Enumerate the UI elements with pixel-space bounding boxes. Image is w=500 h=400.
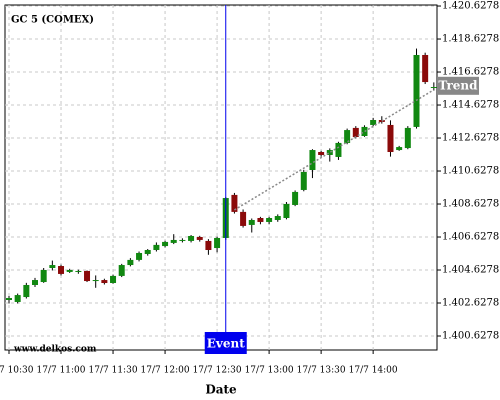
candle-body	[352, 127, 359, 137]
candle-body	[23, 284, 30, 298]
candle-body	[387, 124, 394, 153]
candle-body	[127, 259, 134, 266]
candle-body	[84, 270, 91, 282]
candle-body	[231, 194, 238, 212]
candle-body	[170, 239, 177, 243]
candle-body	[118, 265, 125, 276]
y-tick-label: 1.414.6278	[442, 100, 499, 111]
candle-body	[370, 120, 377, 125]
candle-body	[240, 211, 247, 226]
event-box	[204, 332, 247, 354]
y-tick-label: 1.400.6278	[442, 331, 499, 342]
candle-body	[179, 239, 186, 241]
candle-body	[422, 54, 429, 83]
candle-body	[101, 280, 108, 284]
candle-body	[75, 270, 82, 272]
y-tick-label: 1.402.6278	[442, 298, 499, 309]
candle-body	[49, 265, 56, 268]
x-tick-label: 17/7 14:00	[349, 366, 398, 376]
y-tick-label: 1.406.6278	[442, 232, 499, 243]
candle-body	[214, 237, 221, 249]
candle-body	[300, 171, 307, 190]
candle-body	[274, 216, 281, 220]
candle-body	[66, 269, 73, 272]
y-tick-label: 1.404.6278	[442, 265, 499, 276]
candle-body	[404, 127, 411, 149]
x-tick-label: 17/7 11:00	[37, 366, 86, 376]
candle-body	[6, 298, 12, 301]
trend-line	[234, 89, 435, 211]
y-tick-label: 1.412.6278	[442, 133, 499, 144]
candle-body	[309, 150, 316, 170]
candle-body	[205, 240, 212, 251]
x-tick-label: 17/7 10:30	[0, 366, 34, 376]
candle-body	[266, 218, 273, 222]
candle-body	[257, 218, 264, 222]
candle-body	[335, 142, 342, 157]
candle-body	[430, 87, 437, 89]
candle-body	[196, 236, 203, 240]
candle-body	[32, 280, 39, 285]
x-axis-label: Date	[205, 383, 237, 397]
trend-label-box	[437, 76, 479, 95]
event-label: Event	[207, 337, 245, 351]
trend-label: Trend	[438, 78, 478, 92]
candle-body	[361, 126, 368, 137]
y-tick-label: 1.410.6278	[442, 166, 499, 177]
candle-body	[396, 147, 403, 151]
y-tick-label: 1.418.6278	[442, 34, 499, 45]
candle-body	[326, 150, 333, 155]
candle-body	[283, 203, 290, 219]
candle-body	[110, 275, 117, 284]
y-tick-label: 1.420.6278	[442, 1, 499, 12]
chart-title: GC 5 (COMEX)	[11, 15, 94, 26]
candle-body	[292, 191, 299, 205]
candle-body	[40, 269, 47, 283]
grid	[5, 5, 437, 350]
x-tick-label: 17/7 12:00	[141, 366, 190, 376]
candle-body	[318, 152, 325, 155]
x-tick-label: 17/7 11:30	[89, 366, 138, 376]
x-tick-label: 17/7 12:30	[193, 366, 242, 376]
candle-body	[413, 54, 420, 127]
marks	[6, 48, 437, 304]
candle-body	[248, 219, 255, 225]
plot-frame	[4, 4, 438, 351]
candle-body	[344, 130, 351, 143]
x-tick-label: 17/7 13:30	[297, 366, 346, 376]
candle-body	[136, 252, 143, 260]
y-tick-label: 1.408.6278	[442, 199, 499, 210]
candle-body	[58, 266, 65, 274]
candle-body	[14, 295, 21, 302]
candle-body	[162, 241, 169, 247]
x-tick-label: 17/7 13:00	[245, 366, 294, 376]
y-tick-label: 1.416.6278	[442, 67, 499, 78]
candle-body	[144, 250, 151, 254]
candle-body	[92, 280, 99, 282]
candle-body	[153, 244, 160, 251]
candle-body	[188, 235, 195, 241]
watermark: www.delkos.com	[13, 345, 97, 355]
